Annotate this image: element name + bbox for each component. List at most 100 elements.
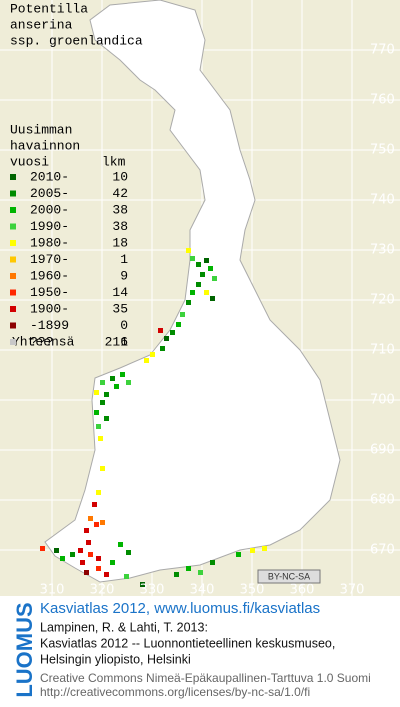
observation-square (204, 290, 209, 295)
legend-swatch (10, 174, 16, 180)
observation-square (40, 546, 45, 551)
legend-total: 211 (105, 334, 129, 349)
legend-label: 1950- (30, 285, 69, 300)
observation-square (140, 582, 145, 587)
observation-square (100, 466, 105, 471)
legend-count: 42 (112, 186, 128, 201)
license-badge (257, 569, 321, 584)
observation-square (186, 300, 191, 305)
legend-count: 35 (112, 301, 128, 316)
y-tick-label: 680 (370, 493, 395, 508)
brand: LUOMUS (12, 602, 37, 697)
observation-square (204, 258, 209, 263)
observation-square (84, 570, 89, 575)
y-tick-label: 750 (370, 143, 395, 158)
observation-square (144, 358, 149, 363)
observation-square (96, 490, 101, 495)
observation-square (54, 548, 59, 553)
legend-count: 38 (112, 219, 128, 234)
observation-square (114, 384, 119, 389)
y-tick-label: 770 (370, 43, 395, 58)
x-tick-label: 340 (190, 583, 215, 598)
observation-square (200, 272, 205, 277)
legend-label: 2005- (30, 186, 69, 201)
observation-square (70, 552, 75, 557)
y-tick-label: 710 (370, 343, 395, 358)
observation-square (186, 566, 191, 571)
observation-square (210, 560, 215, 565)
observation-square (100, 380, 105, 385)
x-tick-label: 360 (290, 583, 315, 598)
observation-square (104, 416, 109, 421)
legend-count: 1 (120, 252, 128, 267)
observation-square (84, 528, 89, 533)
legend-count: 18 (112, 235, 128, 250)
x-tick-label: 350 (240, 583, 265, 598)
observation-square (174, 572, 179, 577)
observation-square (186, 248, 191, 253)
observation-square (212, 276, 217, 281)
legend-count: 0 (120, 318, 128, 333)
legend-label: 1960- (30, 268, 69, 283)
observations (40, 248, 267, 587)
x-tick-label: 370 (340, 583, 365, 598)
legend-swatch (10, 289, 16, 296)
observation-square (88, 552, 93, 557)
legend-heading: Uusimman (10, 122, 72, 137)
legend-heading: lkm (102, 154, 126, 169)
license-badge-text: BY-NC-SA (268, 571, 310, 581)
license: Creative Commons Nimeä-Epäkaupallinen-Ta… (40, 671, 371, 685)
observation-square (104, 572, 109, 577)
citation: Lampinen, R. & Lahti, T. 2013: (40, 620, 208, 634)
observation-square (190, 290, 195, 295)
legend-swatch (10, 306, 16, 312)
observation-square (98, 436, 103, 441)
observation-square (262, 546, 267, 551)
legend-swatch (10, 256, 16, 263)
x-tick-label: 320 (90, 583, 115, 598)
legend-swatch (10, 240, 16, 246)
observation-square (150, 352, 155, 357)
observation-square (78, 548, 83, 553)
y-tick-label: 730 (370, 243, 395, 258)
observation-square (96, 556, 101, 561)
observation-square (180, 312, 185, 317)
legend-count: 9 (120, 268, 128, 283)
legend-swatch (10, 322, 16, 329)
observation-square (160, 346, 165, 351)
citation: Helsingin yliopisto, Helsinki (40, 652, 191, 666)
observation-square (88, 516, 93, 521)
observation-square (124, 574, 129, 579)
license[interactable]: http://creativecommons.org/licenses/by-n… (40, 685, 310, 699)
legend-swatch (10, 339, 16, 345)
title: ssp. groenlandica (10, 33, 143, 48)
observation-square (190, 256, 195, 261)
observation-square (100, 520, 105, 525)
legend-swatch (10, 207, 16, 213)
observation-square (94, 390, 99, 395)
legend-count: 6 (120, 334, 128, 349)
legend-heading: vuosi (10, 154, 49, 169)
observation-square (196, 282, 201, 287)
footer-link[interactable]: Kasviatlas 2012, www.luomus.fi/kasviatla… (40, 600, 320, 617)
title: Potentilla (10, 1, 88, 16)
legend-label: 1970- (30, 252, 69, 267)
observation-square (196, 262, 201, 267)
observation-square (96, 566, 101, 571)
observation-square (126, 380, 131, 385)
observation-square (158, 328, 163, 333)
legend-total-label: Yhteensä (12, 334, 75, 349)
observation-square (110, 560, 115, 565)
title: anserina (10, 17, 73, 32)
x-tick-label: 310 (40, 583, 65, 598)
observation-square (250, 548, 255, 553)
legend-label: 1990- (30, 219, 69, 234)
observation-square (176, 322, 181, 327)
legend-label: ??? (30, 334, 53, 349)
observation-square (236, 552, 241, 557)
legend-count: 14 (112, 285, 128, 300)
observation-square (164, 336, 169, 341)
legend-count: 10 (112, 169, 128, 184)
observation-square (208, 266, 213, 271)
y-tick-label: 740 (370, 193, 395, 208)
